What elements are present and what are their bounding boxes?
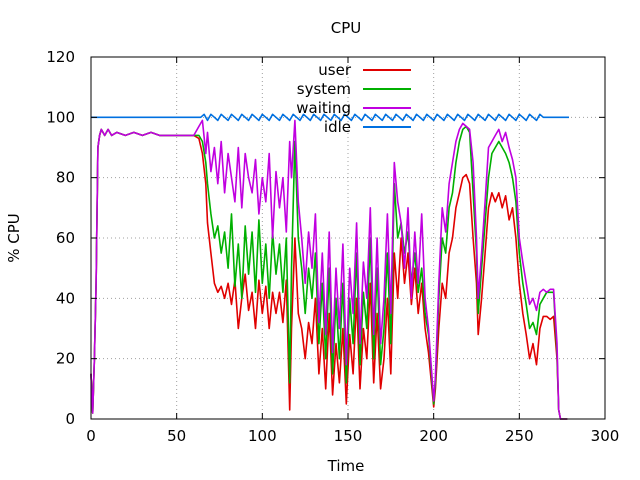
legend-label-waiting: waiting (296, 99, 351, 117)
y-tick-label: 100 (46, 108, 75, 126)
y-tick-label: 120 (46, 48, 75, 66)
y-tick-label: 0 (65, 410, 75, 428)
x-tick-label: 300 (591, 427, 620, 445)
legend-label-idle: idle (324, 118, 351, 136)
x-axis-title: Time (327, 457, 365, 475)
x-tick-label: 50 (167, 427, 186, 445)
series-line-waiting (90, 119, 568, 420)
y-axis-title: % CPU (5, 213, 23, 263)
y-tick-label: 20 (56, 350, 75, 368)
x-tick-label: 150 (334, 427, 363, 445)
tick-layer: 0 50 100 150 200 250 300 0 20 40 60 80 100 120 (46, 48, 619, 445)
x-tick-label: 0 (86, 427, 96, 445)
y-tick-label: 40 (56, 289, 75, 307)
series-line-system (90, 125, 568, 420)
y-tick-label: 80 (56, 169, 75, 187)
series-line-idle (91, 113, 569, 122)
legend-label-user: user (318, 61, 352, 79)
x-tick-label: 200 (419, 427, 448, 445)
chart-title: CPU (331, 19, 362, 37)
x-tick-label: 100 (248, 427, 277, 445)
series-layer (90, 113, 569, 420)
y-tick-label: 60 (56, 229, 75, 247)
x-tick-label: 250 (505, 427, 534, 445)
legend-label-system: system (297, 80, 351, 98)
series-line-user (90, 128, 568, 420)
